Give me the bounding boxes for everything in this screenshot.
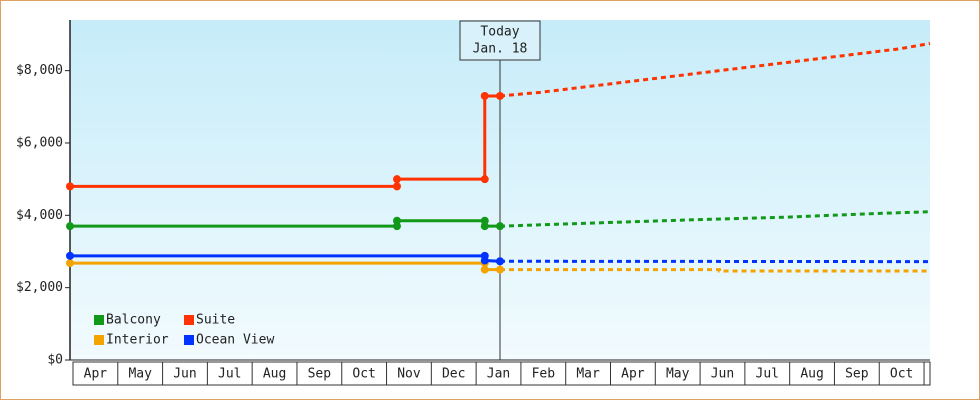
- x-tick-label: Apr: [621, 367, 645, 382]
- x-tick-label: Oct: [352, 367, 375, 382]
- legend-label: Ocean View: [196, 333, 274, 348]
- legend-swatch: [184, 315, 194, 325]
- y-tick-label: $2,000: [16, 280, 63, 295]
- y-tick-label: $6,000: [16, 135, 63, 150]
- point: [66, 251, 74, 260]
- point: [66, 259, 74, 268]
- y-tick-label: $8,000: [16, 63, 63, 78]
- y-tick-label: $4,000: [16, 208, 63, 223]
- x-tick-label: Aug: [263, 367, 286, 382]
- legend-label: Interior: [106, 333, 169, 348]
- series-forecast-line: [499, 42, 931, 98]
- x-tick-label: Feb: [532, 367, 556, 382]
- point: [480, 91, 489, 100]
- point: [496, 265, 504, 274]
- x-tick-label: Oct: [890, 367, 913, 382]
- x-tick-label: Sep: [845, 367, 869, 382]
- point: [480, 175, 489, 184]
- legend-label: Balcony: [106, 313, 161, 328]
- x-tick-label: Apr: [84, 367, 108, 382]
- point: [496, 222, 504, 231]
- x-tick-label: Jul: [218, 367, 241, 382]
- series-forecast-line: [500, 268, 930, 273]
- x-tick-label: Aug: [800, 367, 823, 382]
- x-tick-label: Mar: [576, 367, 600, 382]
- legend-swatch: [94, 335, 104, 345]
- point: [496, 91, 504, 100]
- x-tick-label: Jul: [756, 367, 779, 382]
- point: [66, 222, 74, 231]
- legend-swatch: [184, 335, 194, 345]
- point: [66, 182, 74, 191]
- x-tick-label: Nov: [397, 367, 421, 382]
- x-tick-label: Jun: [173, 367, 196, 382]
- legend-swatch: [94, 315, 104, 325]
- x-tick-label: Sep: [308, 367, 332, 382]
- point: [392, 182, 401, 191]
- point: [480, 256, 489, 265]
- x-tick-label: Jan: [487, 367, 510, 382]
- x-axis-strip: [72, 361, 931, 386]
- point: [480, 222, 489, 231]
- legend-label: Suite: [196, 313, 235, 328]
- today-box: [459, 20, 541, 61]
- point: [392, 175, 401, 184]
- x-tick-label: May: [128, 367, 152, 382]
- x-tick-label: May: [666, 367, 690, 382]
- today-label: Today: [480, 25, 519, 40]
- x-tick-label: Jun: [711, 367, 734, 382]
- point: [480, 265, 489, 274]
- point: [392, 216, 401, 225]
- point: [496, 257, 504, 266]
- today-label: Jan. 18: [473, 42, 528, 57]
- x-tick-label: Dec: [442, 367, 465, 382]
- y-tick-label: $0: [47, 353, 63, 368]
